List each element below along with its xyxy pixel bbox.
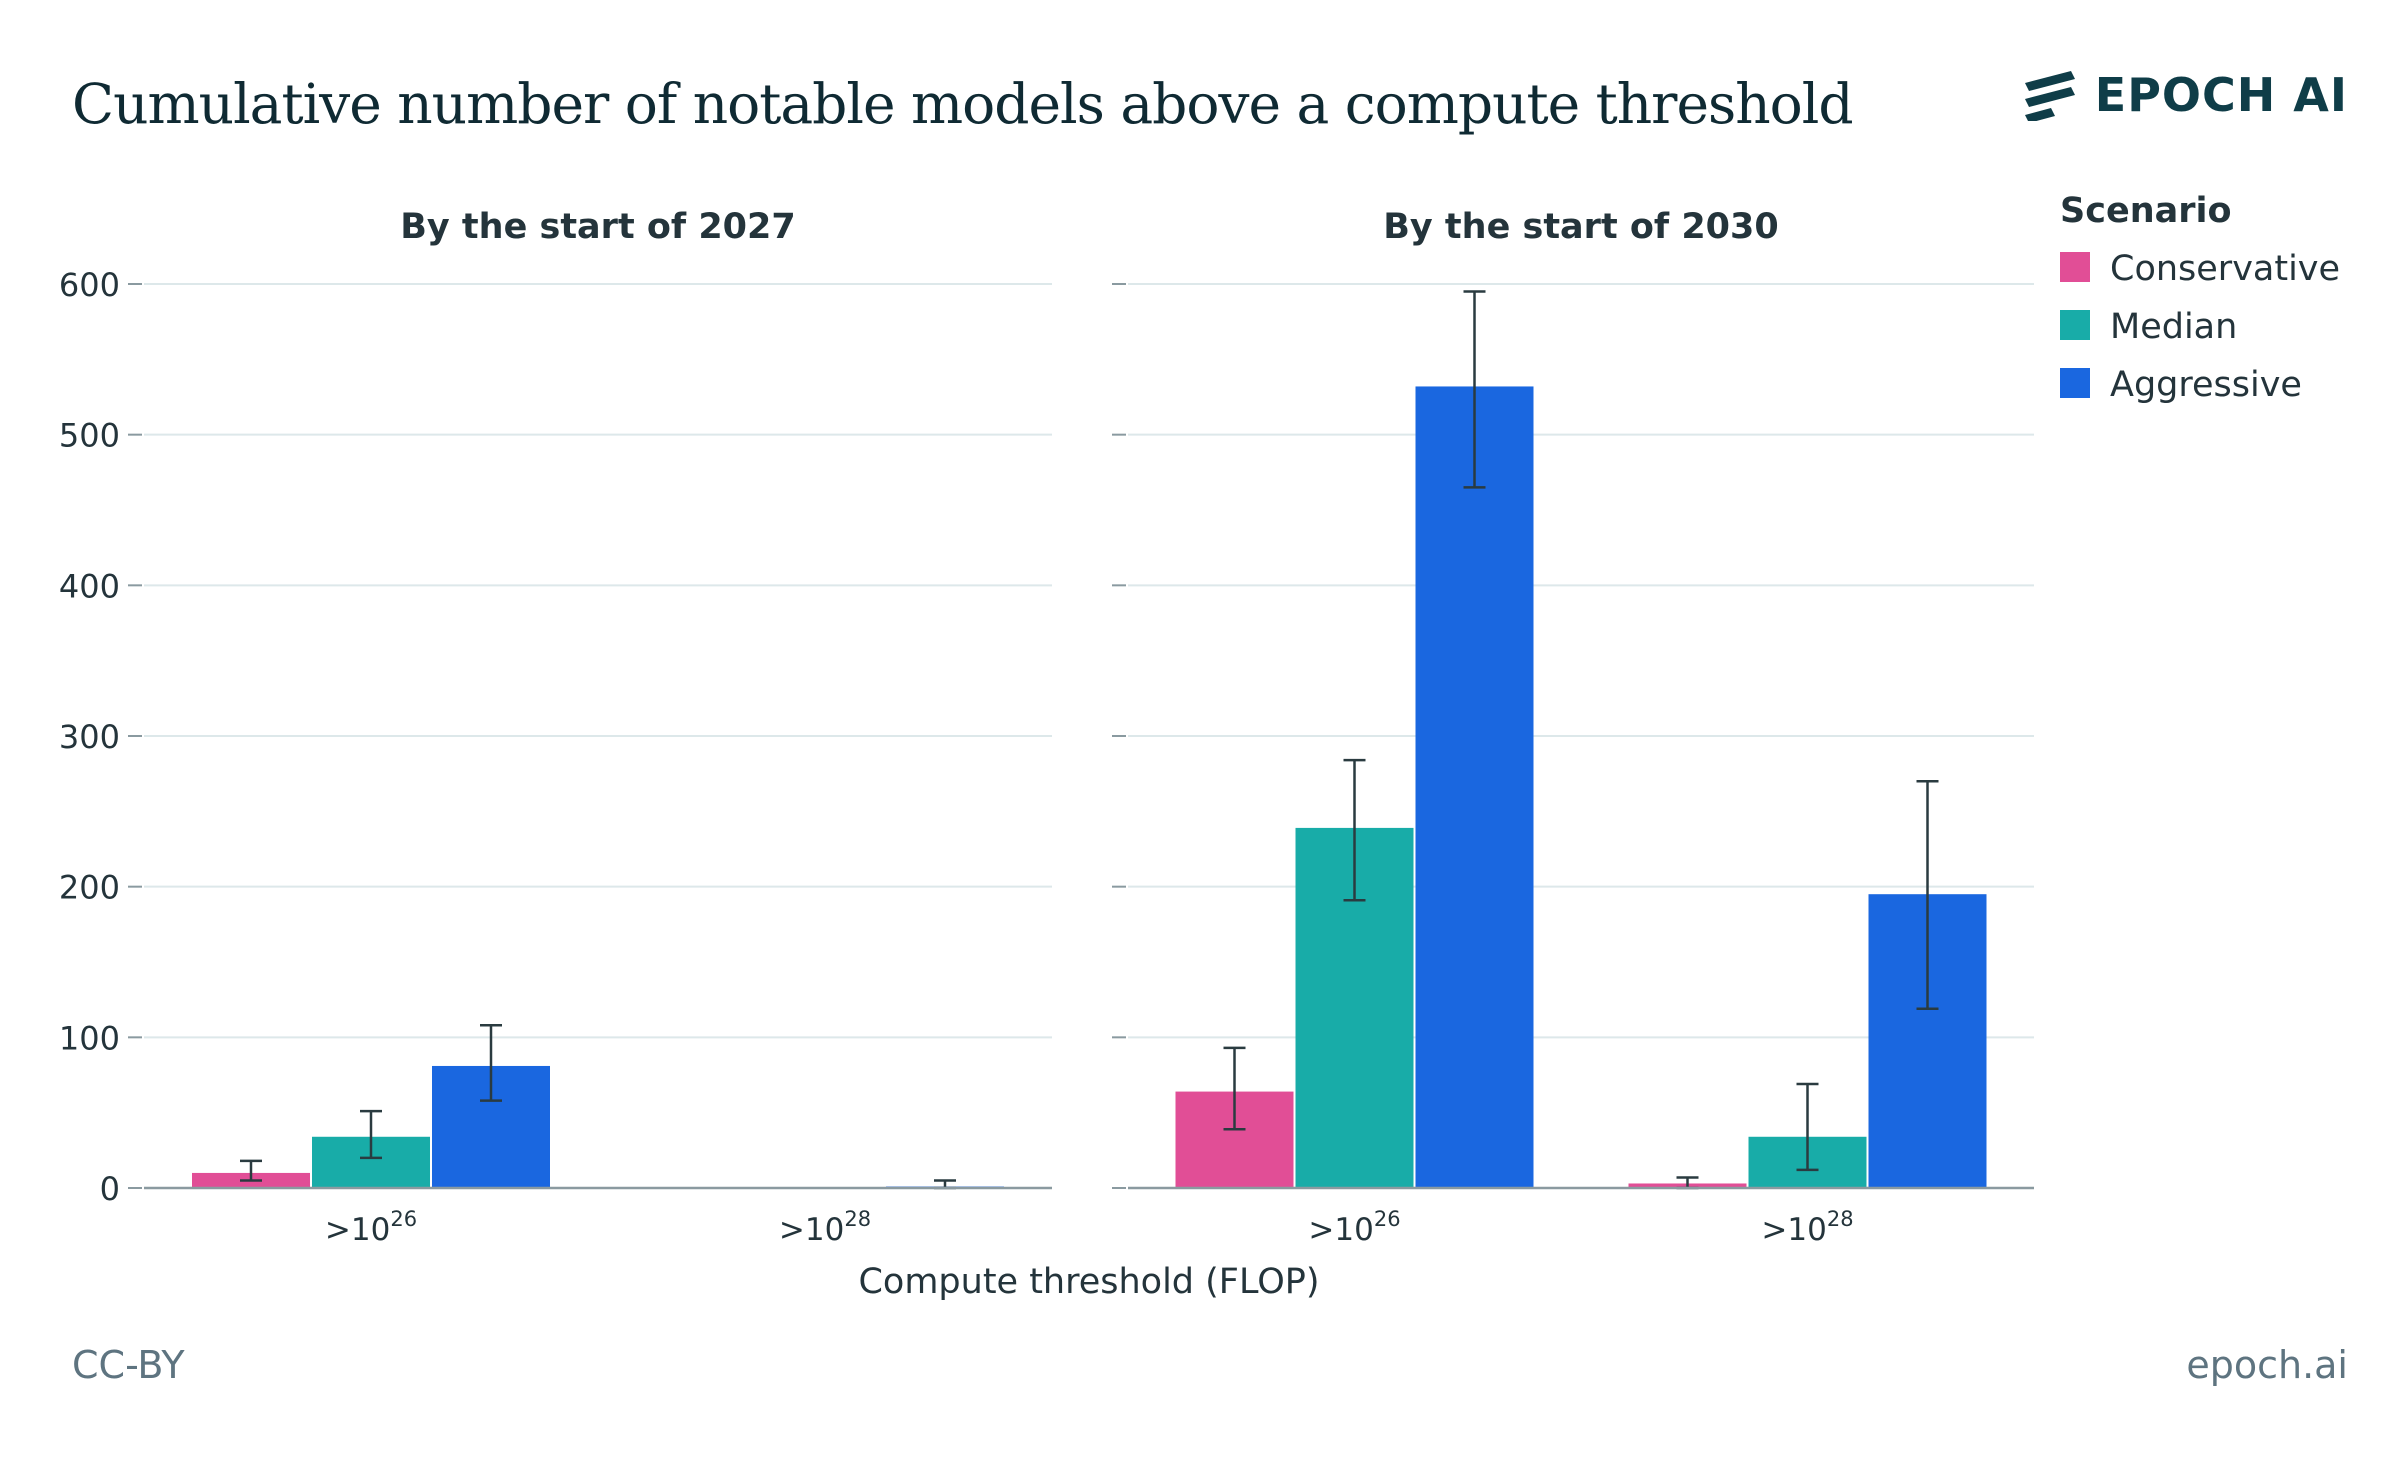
panel-title: By the start of 2027 bbox=[400, 207, 795, 247]
y-tick-label: 300 bbox=[59, 718, 120, 756]
panel-title: By the start of 2030 bbox=[1383, 207, 1778, 247]
brand-logo: EPOCH AI bbox=[2021, 68, 2348, 122]
x-axis-label: Compute threshold (FLOP) bbox=[858, 1262, 1319, 1302]
y-tick-label: 100 bbox=[59, 1019, 120, 1057]
x-tick-label: >1026 bbox=[1308, 1207, 1400, 1248]
legend-entry-conservative: Conservative bbox=[2110, 249, 2340, 289]
site-link[interactable]: epoch.ai bbox=[2186, 1343, 2348, 1387]
y-tick-label: 0 bbox=[100, 1170, 120, 1208]
x-tick-label: >1028 bbox=[1761, 1207, 1853, 1248]
epoch-logo-icon bbox=[2024, 71, 2075, 121]
brand-name: EPOCH AI bbox=[2094, 68, 2348, 122]
x-tick-label: >1026 bbox=[325, 1207, 417, 1248]
bar-aggressive bbox=[1415, 386, 1534, 1188]
y-tick-label: 500 bbox=[59, 417, 120, 455]
legend-swatch-conservative bbox=[2060, 252, 2090, 282]
legend-swatch-aggressive bbox=[2060, 368, 2090, 398]
legend-entry-aggressive: Aggressive bbox=[2110, 365, 2302, 405]
y-tick-label: 200 bbox=[59, 869, 120, 907]
x-tick-label: >1028 bbox=[779, 1207, 871, 1248]
legend-entry-median: Median bbox=[2110, 307, 2237, 347]
legend-title: Scenario bbox=[2060, 191, 2232, 231]
y-tick-label: 400 bbox=[59, 567, 120, 605]
chart-title: Cumulative number of notable models abov… bbox=[72, 72, 1854, 136]
license-label: CC-BY bbox=[72, 1343, 185, 1387]
legend-swatch-median bbox=[2060, 310, 2090, 340]
y-tick-label: 600 bbox=[59, 266, 120, 304]
